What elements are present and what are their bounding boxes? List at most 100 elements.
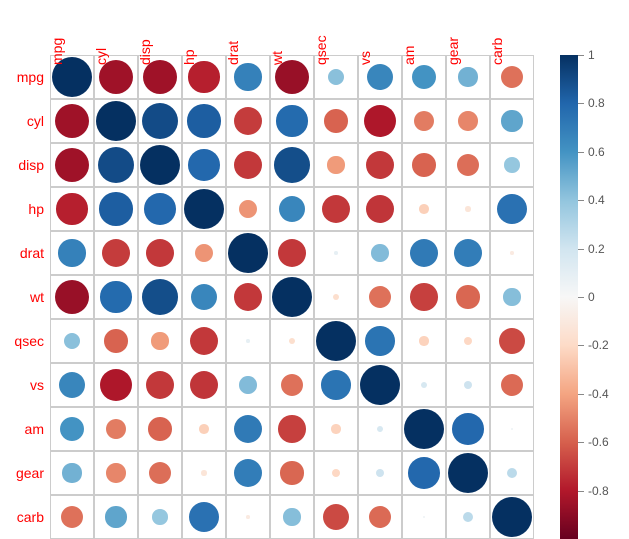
corr-circle [100,281,131,312]
corr-circle [105,506,126,527]
colorbar-tick [578,152,584,153]
corr-circle [504,157,520,173]
row-label: mpg [0,69,44,85]
colorbar-tick [578,297,584,298]
colorbar [560,55,578,539]
corr-circle [228,233,268,273]
corr-circle [151,332,168,349]
corr-circle [104,329,128,353]
corr-circle [152,509,168,525]
corr-circle [365,326,395,356]
corr-circle [503,288,520,305]
corr-circle [187,104,220,137]
column-label: gear [445,37,461,65]
corr-circle [96,101,136,141]
column-label: carb [489,38,505,65]
corr-circle [188,61,219,92]
corr-circle [404,409,444,449]
corr-circle [99,192,132,225]
column-label: am [401,46,417,65]
corr-circle [246,339,250,343]
corr-circle [106,463,126,483]
row-label: gear [0,465,44,481]
corr-circle [234,63,261,90]
colorbar-tick [578,442,584,443]
column-label: drat [225,41,241,65]
row-label: am [0,421,44,437]
corr-circle [510,251,514,255]
corr-circle [458,67,477,86]
corr-circle [274,147,310,183]
corr-circle [239,200,257,218]
corr-circle [99,60,133,94]
column-label: mpg [49,38,65,65]
colorbar-tick [578,103,584,104]
colorbar-tick-label: 0.2 [588,242,605,256]
corr-circle [419,336,428,345]
corr-circle [501,110,522,131]
corr-circle [371,244,389,262]
corr-circle [331,424,340,433]
corr-circle [281,374,303,396]
column-label: cyl [93,48,109,65]
row-label: vs [0,377,44,393]
row-label: wt [0,289,44,305]
corr-circle [199,424,209,434]
corr-circle [55,104,89,138]
row-label: cyl [0,113,44,129]
corr-circle [142,279,178,315]
corr-circle [201,470,206,475]
colorbar-tick-label: -0.2 [588,338,609,352]
corr-circle [369,286,391,308]
corr-circle [410,283,438,311]
corr-circle [61,506,83,528]
colorbar-tick [578,491,584,492]
colorbar-tick-label: 1 [588,48,595,62]
colorbar-tick [578,394,584,395]
row-label: hp [0,201,44,217]
corr-circle [412,65,436,89]
corr-circle [188,149,220,181]
corr-circle [189,502,219,532]
corr-circle [142,103,178,139]
colorbar-tick [578,55,584,56]
corr-circle [60,417,84,441]
colorbar-tick [578,249,584,250]
corr-circle [195,244,213,262]
corr-circle [280,461,303,484]
corr-circle [334,251,338,255]
corr-circle [458,111,478,131]
corr-circle [408,457,440,489]
corr-circle [419,204,429,214]
corr-circle [412,153,436,177]
row-label: disp [0,157,44,173]
corr-circle [327,156,344,173]
correlation-plot: mpg cyl disp hp drat wt qsec vs am gear carb mpg cyl… [0,0,629,539]
corr-circle [144,193,176,225]
column-label: hp [181,49,197,65]
corr-circle [184,189,224,229]
row-label: carb [0,509,44,525]
colorbar-tick-label: 0.4 [588,193,605,207]
corr-circle [497,194,527,224]
corr-circle [239,376,257,394]
corr-circle [283,508,300,525]
corr-circle [465,206,470,211]
corr-circle [492,497,532,537]
column-label: wt [269,51,285,65]
corr-circle [272,277,312,317]
column-label: qsec [313,35,329,65]
colorbar-tick-label: -0.4 [588,387,609,401]
corr-circle [278,415,306,443]
corr-circle [246,515,250,519]
corr-circle [276,105,307,136]
row-label: qsec [0,333,44,349]
corr-circle [316,321,356,361]
colorbar-tick-label: 0.6 [588,145,605,159]
corr-circle [140,145,180,185]
colorbar-tick-label: 0 [588,290,595,304]
colorbar-tick [578,200,584,201]
colorbar-tick-label: -0.6 [588,435,609,449]
column-label: disp [137,39,153,65]
corr-circle [62,463,81,482]
